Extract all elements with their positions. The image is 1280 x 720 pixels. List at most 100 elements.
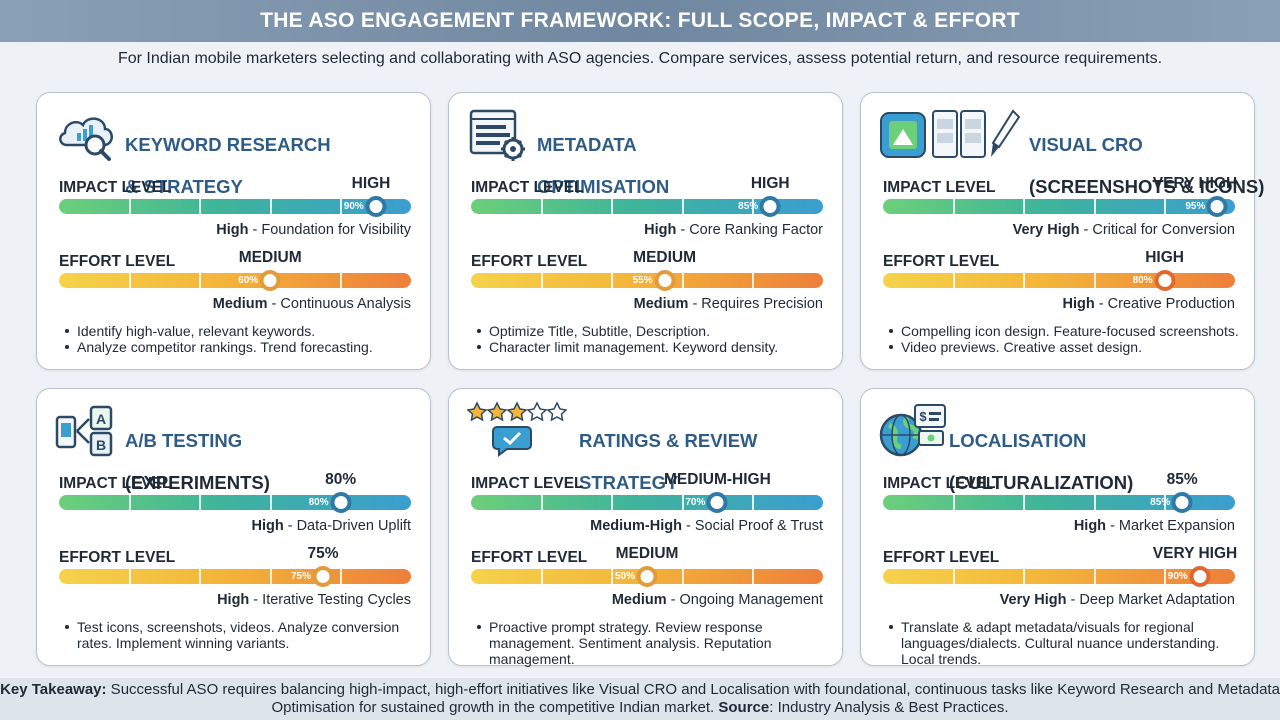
card-title-line2: (CULTURALIZATION) <box>949 472 1134 493</box>
service-card: $ LOCALISATION (CULTURALIZATION) IMPACT … <box>860 388 1255 667</box>
bar-segment-divider <box>340 273 342 288</box>
effort-bar: 75% <box>59 566 411 587</box>
stars-review-check-icon <box>466 401 568 457</box>
bar-segment-divider <box>611 569 613 584</box>
impact-level-text: 85% <box>1166 471 1198 488</box>
effort-bar-knob <box>654 270 676 291</box>
bar-segment-divider <box>611 495 613 510</box>
effort-note-rating: Very High <box>999 592 1067 608</box>
bullet-item: Character limit management. Keyword dens… <box>471 339 831 355</box>
bullet-list: Test icons, screenshots, videos. Analyze… <box>59 619 419 651</box>
bar-segment-divider <box>752 199 754 214</box>
bar-segment-divider <box>270 495 272 510</box>
bar-segment-divider <box>1094 569 1096 584</box>
effort-bar: 80% <box>883 270 1235 291</box>
bar-segment-divider <box>1023 273 1025 288</box>
bar-segment-divider <box>1023 569 1025 584</box>
bar-segment-divider <box>340 569 342 584</box>
bullet-item: Translate & adapt metadata/visuals for r… <box>883 619 1243 667</box>
ab-test-phones-icon: A B <box>55 403 117 459</box>
bar-segment-divider <box>199 273 201 288</box>
card-title: METADATA OPTIMISATION <box>537 113 837 218</box>
page-title: THE ASO ENGAGEMENT FRAMEWORK: FULL SCOPE… <box>260 9 1020 32</box>
bar-segment-divider <box>129 273 131 288</box>
impact-label: IMPACT LEVEL <box>883 179 996 196</box>
svg-text:A: A <box>96 411 106 427</box>
card-title-line1: LOCALISATION <box>949 430 1087 451</box>
card-title-line2: STRATEGY <box>579 472 679 493</box>
card-title-line1: VISUAL CRO <box>1029 134 1143 155</box>
impact-bar-knob <box>330 492 352 513</box>
impact-note: High - Market Expansion <box>1074 518 1235 534</box>
bar-segment-divider <box>1023 495 1025 510</box>
bar-segment-divider <box>682 199 684 214</box>
effort-percent-label: 55% <box>632 275 653 286</box>
service-card: METADATA OPTIMISATION IMPACT LEVEL HIGH … <box>448 92 843 370</box>
impact-note-text: - Social Proof & Trust <box>681 518 823 534</box>
effort-note-text: - Creative Production <box>1094 296 1235 312</box>
bar-segment-divider <box>340 199 342 214</box>
impact-level-text: HIGH <box>750 175 790 192</box>
impact-note: Medium-High - Social Proof & Trust <box>590 518 823 534</box>
bar-segment-divider <box>682 273 684 288</box>
impact-label: IMPACT LEVEL <box>59 475 172 492</box>
impact-note-text: - Market Expansion <box>1106 518 1235 534</box>
card-title-line2: (EXPERIMENTS) <box>125 472 270 493</box>
header-banner: THE ASO ENGAGEMENT FRAMEWORK: FULL SCOPE… <box>0 0 1280 42</box>
effort-level-text: HIGH <box>1145 249 1184 266</box>
card-title-line2: OPTIMISATION <box>537 176 670 197</box>
impact-bar-knob <box>1171 492 1193 513</box>
impact-note: High - Core Ranking Factor <box>644 222 823 238</box>
card-title: A/B TESTING (EXPERIMENTS) <box>125 409 425 514</box>
impact-bar-knob <box>759 196 781 217</box>
effort-note-text: - Requires Precision <box>688 296 823 312</box>
impact-note-text: - Foundation for Visibility <box>248 222 411 238</box>
effort-bar-knob <box>636 566 658 587</box>
card-title: RATINGS & REVIEW STRATEGY <box>579 409 879 514</box>
bar-segment-divider <box>953 273 955 288</box>
effort-note-rating: Medium <box>611 592 667 608</box>
impact-note-text: - Critical for Conversion <box>1079 222 1236 238</box>
bar-segment-divider <box>953 199 955 214</box>
bar-segment-divider <box>541 199 543 214</box>
effort-percent-label: 60% <box>238 275 259 286</box>
bullet-list: Optimize Title, Subtitle, Description. Ch… <box>471 323 831 355</box>
effort-level-text: MEDIUM <box>633 249 697 266</box>
card-title: LOCALISATION (CULTURALIZATION) <box>949 409 1249 514</box>
effort-bar-knob <box>1189 566 1211 587</box>
effort-bar-knob <box>312 566 334 587</box>
bullet-list: Translate & adapt metadata/visuals for r… <box>883 619 1243 667</box>
card-title: VISUAL CRO (SCREENSHOTS & ICONS) <box>1029 113 1280 218</box>
card-title-line1: METADATA <box>537 134 637 155</box>
effort-percent-label: 75% <box>290 571 311 582</box>
source-text: : Industry Analysis & Best Practices. <box>769 699 1009 716</box>
effort-note: High - Iterative Testing Cycles <box>217 592 411 608</box>
effort-note-rating: Medium <box>633 296 689 312</box>
bar-segment-divider <box>1164 569 1166 584</box>
bar-segment-divider <box>1094 273 1096 288</box>
impact-note-rating: High <box>644 222 677 238</box>
bar-segment-divider <box>1023 199 1025 214</box>
document-gear-icon <box>467 107 529 163</box>
impact-label: IMPACT LEVEL <box>59 179 172 196</box>
service-card: VISUAL CRO (SCREENSHOTS & ICONS) IMPACT … <box>860 92 1264 370</box>
effort-percent-label: 80% <box>1132 275 1153 286</box>
impact-bar: 70% <box>471 492 823 513</box>
bar-segment-divider <box>682 569 684 584</box>
impact-note-rating: Medium-High <box>590 518 682 534</box>
bar-segment-divider <box>541 495 543 510</box>
svg-text:$: $ <box>919 409 927 424</box>
impact-level-text: VERY HIGH <box>1152 175 1238 192</box>
bar-segment-divider <box>129 495 131 510</box>
effort-note-rating: Medium <box>212 296 268 312</box>
effort-label: EFFORT LEVEL <box>471 253 588 270</box>
service-card: RATINGS & REVIEW STRATEGY IMPACT LEVEL M… <box>448 388 843 667</box>
effort-label: EFFORT LEVEL <box>59 549 176 566</box>
effort-label: EFFORT LEVEL <box>883 253 1000 270</box>
bar-segment-divider <box>199 495 201 510</box>
effort-level-text: MEDIUM <box>238 249 302 266</box>
impact-bar-knob <box>706 492 728 513</box>
effort-note: Very High - Deep Market Adaptation <box>1000 592 1235 608</box>
effort-note-rating: High <box>217 592 250 608</box>
card-title-line1: RATINGS & REVIEW <box>579 430 758 451</box>
